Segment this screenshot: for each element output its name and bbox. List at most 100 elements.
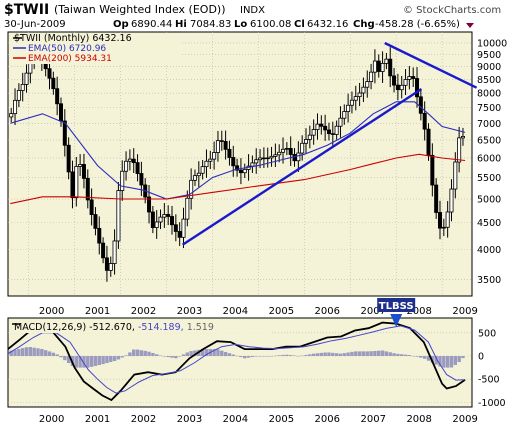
macd-legend: MACD(12,26,9) -512.670, -514.189, 1.519 bbox=[10, 320, 270, 333]
candle-up bbox=[162, 214, 167, 218]
histogram-bar bbox=[112, 356, 117, 362]
ema50-line bbox=[10, 101, 466, 200]
y-tick-label: 5000 bbox=[477, 195, 501, 206]
histogram-bar bbox=[170, 356, 174, 358]
candle-up bbox=[384, 58, 389, 64]
histogram-bar bbox=[120, 356, 124, 358]
y-tick-label: 0 bbox=[478, 352, 484, 363]
histogram-bar bbox=[285, 354, 289, 357]
histogram-bar bbox=[181, 354, 186, 357]
tlbss-label: TLBSS bbox=[379, 301, 414, 312]
candle-up bbox=[269, 155, 274, 159]
x-tick-label: 2000 bbox=[39, 306, 64, 317]
macd-legend-histogram: 1.519 bbox=[187, 322, 214, 333]
histogram-bar bbox=[246, 356, 251, 358]
candle-down bbox=[288, 148, 293, 155]
candle-down bbox=[395, 84, 400, 91]
x-tick-label: 2009 bbox=[452, 414, 477, 425]
histogram-bar bbox=[151, 352, 155, 357]
candle-down bbox=[376, 60, 381, 72]
candle-up bbox=[407, 76, 412, 80]
candle-down bbox=[131, 158, 136, 164]
histogram-bar bbox=[47, 351, 52, 357]
candle-up bbox=[13, 99, 18, 115]
x-tick-label: 2006 bbox=[315, 414, 340, 425]
y-tick-label: 10000 bbox=[477, 38, 507, 49]
quote-row: Op 6890.44 Hi 7084.83 Lo 6100.08 Cl 6432… bbox=[113, 19, 460, 30]
candle-down bbox=[166, 214, 171, 217]
candle-up bbox=[108, 263, 113, 271]
histogram-bar bbox=[361, 351, 366, 357]
x-tick-label: 2004 bbox=[223, 414, 248, 425]
candle-down bbox=[47, 68, 52, 79]
histogram-bar bbox=[89, 356, 94, 367]
histogram-bar bbox=[411, 355, 415, 357]
histogram-bar bbox=[128, 352, 132, 357]
candle-down bbox=[392, 75, 397, 86]
candle-down bbox=[51, 77, 56, 90]
histogram-bar bbox=[21, 348, 25, 357]
candle-up bbox=[357, 92, 362, 98]
candle-up bbox=[277, 151, 282, 156]
y-tick-label: 6500 bbox=[477, 135, 501, 146]
histogram-bar bbox=[109, 356, 113, 363]
change-label: Chg bbox=[353, 19, 375, 30]
legend-background bbox=[10, 34, 182, 64]
x-tick-label: 2007 bbox=[361, 306, 386, 317]
candle-up bbox=[154, 221, 159, 228]
candle-down bbox=[415, 78, 420, 98]
candle-down bbox=[66, 144, 71, 173]
histogram-bar bbox=[43, 350, 48, 357]
candle-down bbox=[55, 88, 60, 105]
histogram-bar bbox=[342, 353, 346, 357]
x-tick-label: 2002 bbox=[131, 414, 156, 425]
y-tick-label: 4000 bbox=[477, 245, 501, 256]
price-panel: 3500400045005000550060006500700075008000… bbox=[7, 31, 507, 407]
candle-down bbox=[437, 212, 442, 229]
candle-up bbox=[254, 159, 259, 164]
y-tick-label: -1000 bbox=[478, 398, 506, 409]
candle-down bbox=[104, 257, 109, 271]
legend-ema50: EMA(50) 6720.96 bbox=[28, 44, 106, 54]
histogram-bar bbox=[388, 352, 392, 357]
candle-up bbox=[158, 216, 163, 223]
symbol-title: $TWII bbox=[4, 2, 49, 18]
histogram-bar bbox=[262, 356, 266, 357]
histogram-bar bbox=[200, 349, 205, 357]
histogram-bar bbox=[105, 356, 109, 364]
histogram-bar bbox=[319, 352, 324, 357]
candle-up bbox=[311, 129, 316, 136]
histogram-bar bbox=[380, 350, 385, 357]
down-triangle-icon bbox=[466, 23, 474, 28]
candle-up bbox=[265, 157, 270, 160]
candle-down bbox=[227, 148, 232, 158]
candle-down bbox=[422, 112, 427, 130]
histogram-bar bbox=[350, 351, 354, 357]
macd-panel: 500 0 -500 -1000 MACD(12,26,9) -512.670, -51… bbox=[7, 317, 506, 409]
histogram-bar bbox=[281, 354, 285, 357]
candle-up bbox=[449, 188, 454, 213]
candle-down bbox=[173, 224, 178, 232]
ema200-line bbox=[10, 153, 466, 205]
exchange-label: INDX bbox=[240, 5, 265, 16]
histogram-bar bbox=[97, 356, 101, 366]
candle-up bbox=[403, 79, 408, 86]
histogram-bar bbox=[457, 356, 461, 363]
candle-up bbox=[369, 71, 374, 82]
candle-up bbox=[300, 142, 305, 154]
histogram-bar bbox=[216, 349, 220, 357]
candle-up bbox=[258, 157, 263, 161]
histogram-bar bbox=[239, 356, 243, 358]
histogram-bar bbox=[254, 356, 258, 357]
tlbss-label-bg bbox=[377, 298, 416, 312]
candle-down bbox=[177, 231, 182, 238]
candle-up bbox=[16, 90, 21, 101]
histogram-bar bbox=[51, 352, 56, 357]
candle-up bbox=[338, 117, 343, 127]
histogram-bar bbox=[250, 356, 255, 358]
histogram-bar bbox=[354, 351, 358, 357]
histogram-bar bbox=[116, 356, 121, 360]
candle-up bbox=[242, 168, 247, 174]
x-axis-macd: 2000 2001 2002 2003 2004 2005 2006 2007 2008 2009 bbox=[39, 414, 478, 425]
y-tick-label: 8500 bbox=[477, 75, 501, 86]
